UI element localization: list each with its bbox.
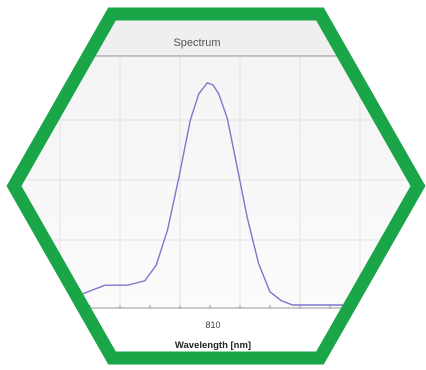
- hexagon-frame: [6, 7, 426, 365]
- chart-title: Spectrum: [173, 37, 220, 49]
- plot-area: [14, 57, 418, 308]
- grid-lines: [14, 57, 418, 308]
- x-tick-label: 810: [205, 320, 220, 330]
- series-line: [14, 81, 412, 306]
- x-axis-label: Wavelength [nm]: [175, 340, 251, 351]
